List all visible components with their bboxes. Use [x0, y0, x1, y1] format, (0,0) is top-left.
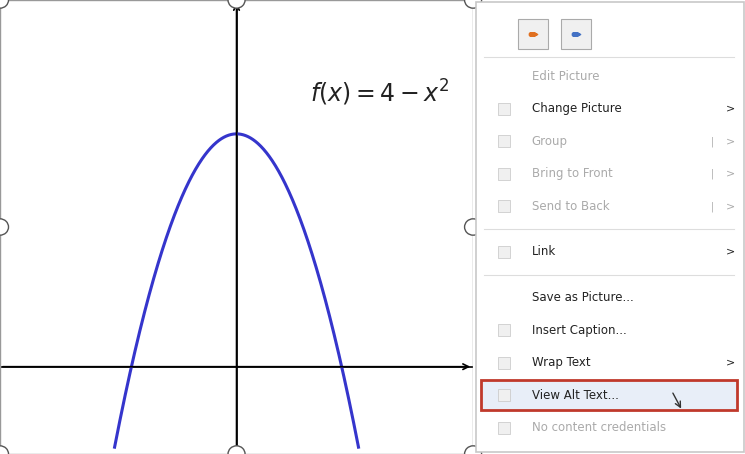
Circle shape — [465, 446, 481, 454]
Circle shape — [0, 219, 8, 235]
Text: >: > — [726, 104, 735, 114]
Circle shape — [0, 446, 8, 454]
Text: $f(x) = 4 - x^2$: $f(x) = 4 - x^2$ — [310, 78, 450, 108]
Text: Wrap Text: Wrap Text — [531, 356, 590, 369]
Text: >: > — [726, 247, 735, 257]
Circle shape — [228, 0, 245, 8]
Circle shape — [0, 0, 8, 8]
Text: >: > — [726, 136, 735, 146]
Text: Change Picture: Change Picture — [531, 102, 621, 115]
Circle shape — [228, 446, 245, 454]
Circle shape — [465, 0, 481, 8]
FancyBboxPatch shape — [481, 380, 737, 410]
Text: No content credentials: No content credentials — [531, 421, 666, 434]
FancyBboxPatch shape — [476, 2, 744, 452]
Text: Bring to Front: Bring to Front — [531, 168, 612, 180]
Text: |: | — [711, 136, 714, 147]
Text: |: | — [711, 201, 714, 212]
Text: Insert Caption...: Insert Caption... — [531, 324, 627, 336]
Text: >: > — [726, 202, 735, 212]
Text: View Alt Text...: View Alt Text... — [531, 389, 618, 402]
Bar — [0, 0, 473, 454]
Text: Group: Group — [531, 135, 568, 148]
Text: Send to Back: Send to Back — [531, 200, 609, 213]
Text: >: > — [726, 358, 735, 368]
FancyBboxPatch shape — [562, 19, 592, 49]
FancyBboxPatch shape — [518, 19, 548, 49]
Circle shape — [465, 219, 481, 235]
Text: Save as Picture...: Save as Picture... — [531, 291, 633, 304]
Text: Link: Link — [531, 246, 556, 258]
Text: |: | — [711, 168, 714, 179]
Text: Edit Picture: Edit Picture — [531, 70, 599, 83]
Text: >: > — [726, 169, 735, 179]
